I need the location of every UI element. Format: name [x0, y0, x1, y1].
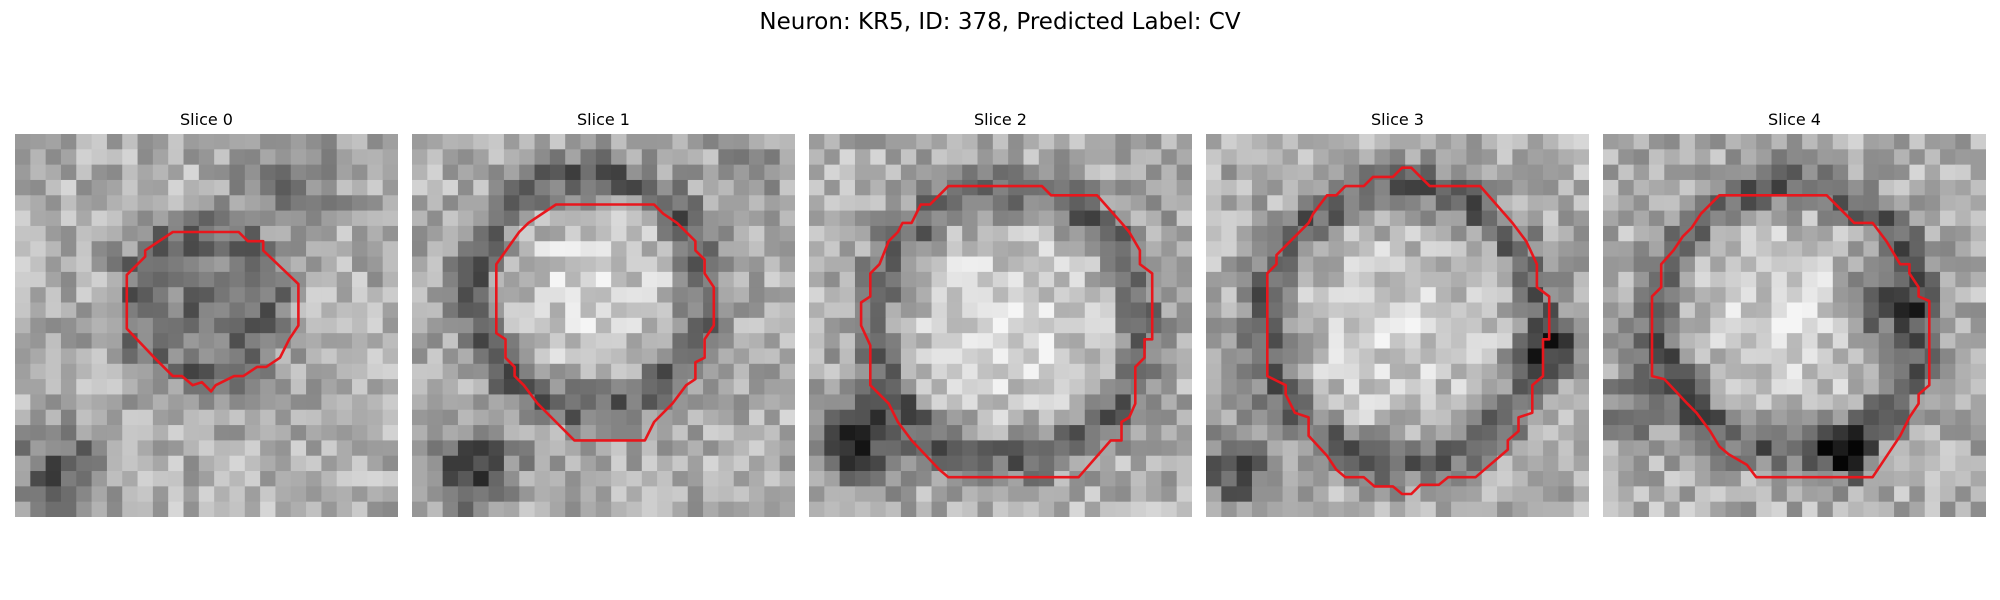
- slice-image: [1603, 134, 1986, 517]
- segmentation-contour: [125, 230, 300, 393]
- figure-title: Neuron: KR5, ID: 378, Predicted Label: C…: [759, 9, 1241, 35]
- segmentation-contour: [1265, 166, 1551, 496]
- segmentation-contour: [495, 203, 716, 442]
- slice-title: Slice 0: [180, 110, 233, 129]
- slice-image: [15, 134, 398, 517]
- segmentation-contour: [1650, 193, 1931, 479]
- slice-image: [412, 134, 795, 517]
- slice-image: [1206, 134, 1589, 517]
- slice-title: Slice 3: [1371, 110, 1424, 129]
- slice-title: Slice 2: [974, 110, 1027, 129]
- slice-image: [809, 134, 1192, 517]
- slice-title: Slice 4: [1768, 110, 1821, 129]
- segmentation-contour: [859, 184, 1154, 479]
- slice-title: Slice 1: [577, 110, 630, 129]
